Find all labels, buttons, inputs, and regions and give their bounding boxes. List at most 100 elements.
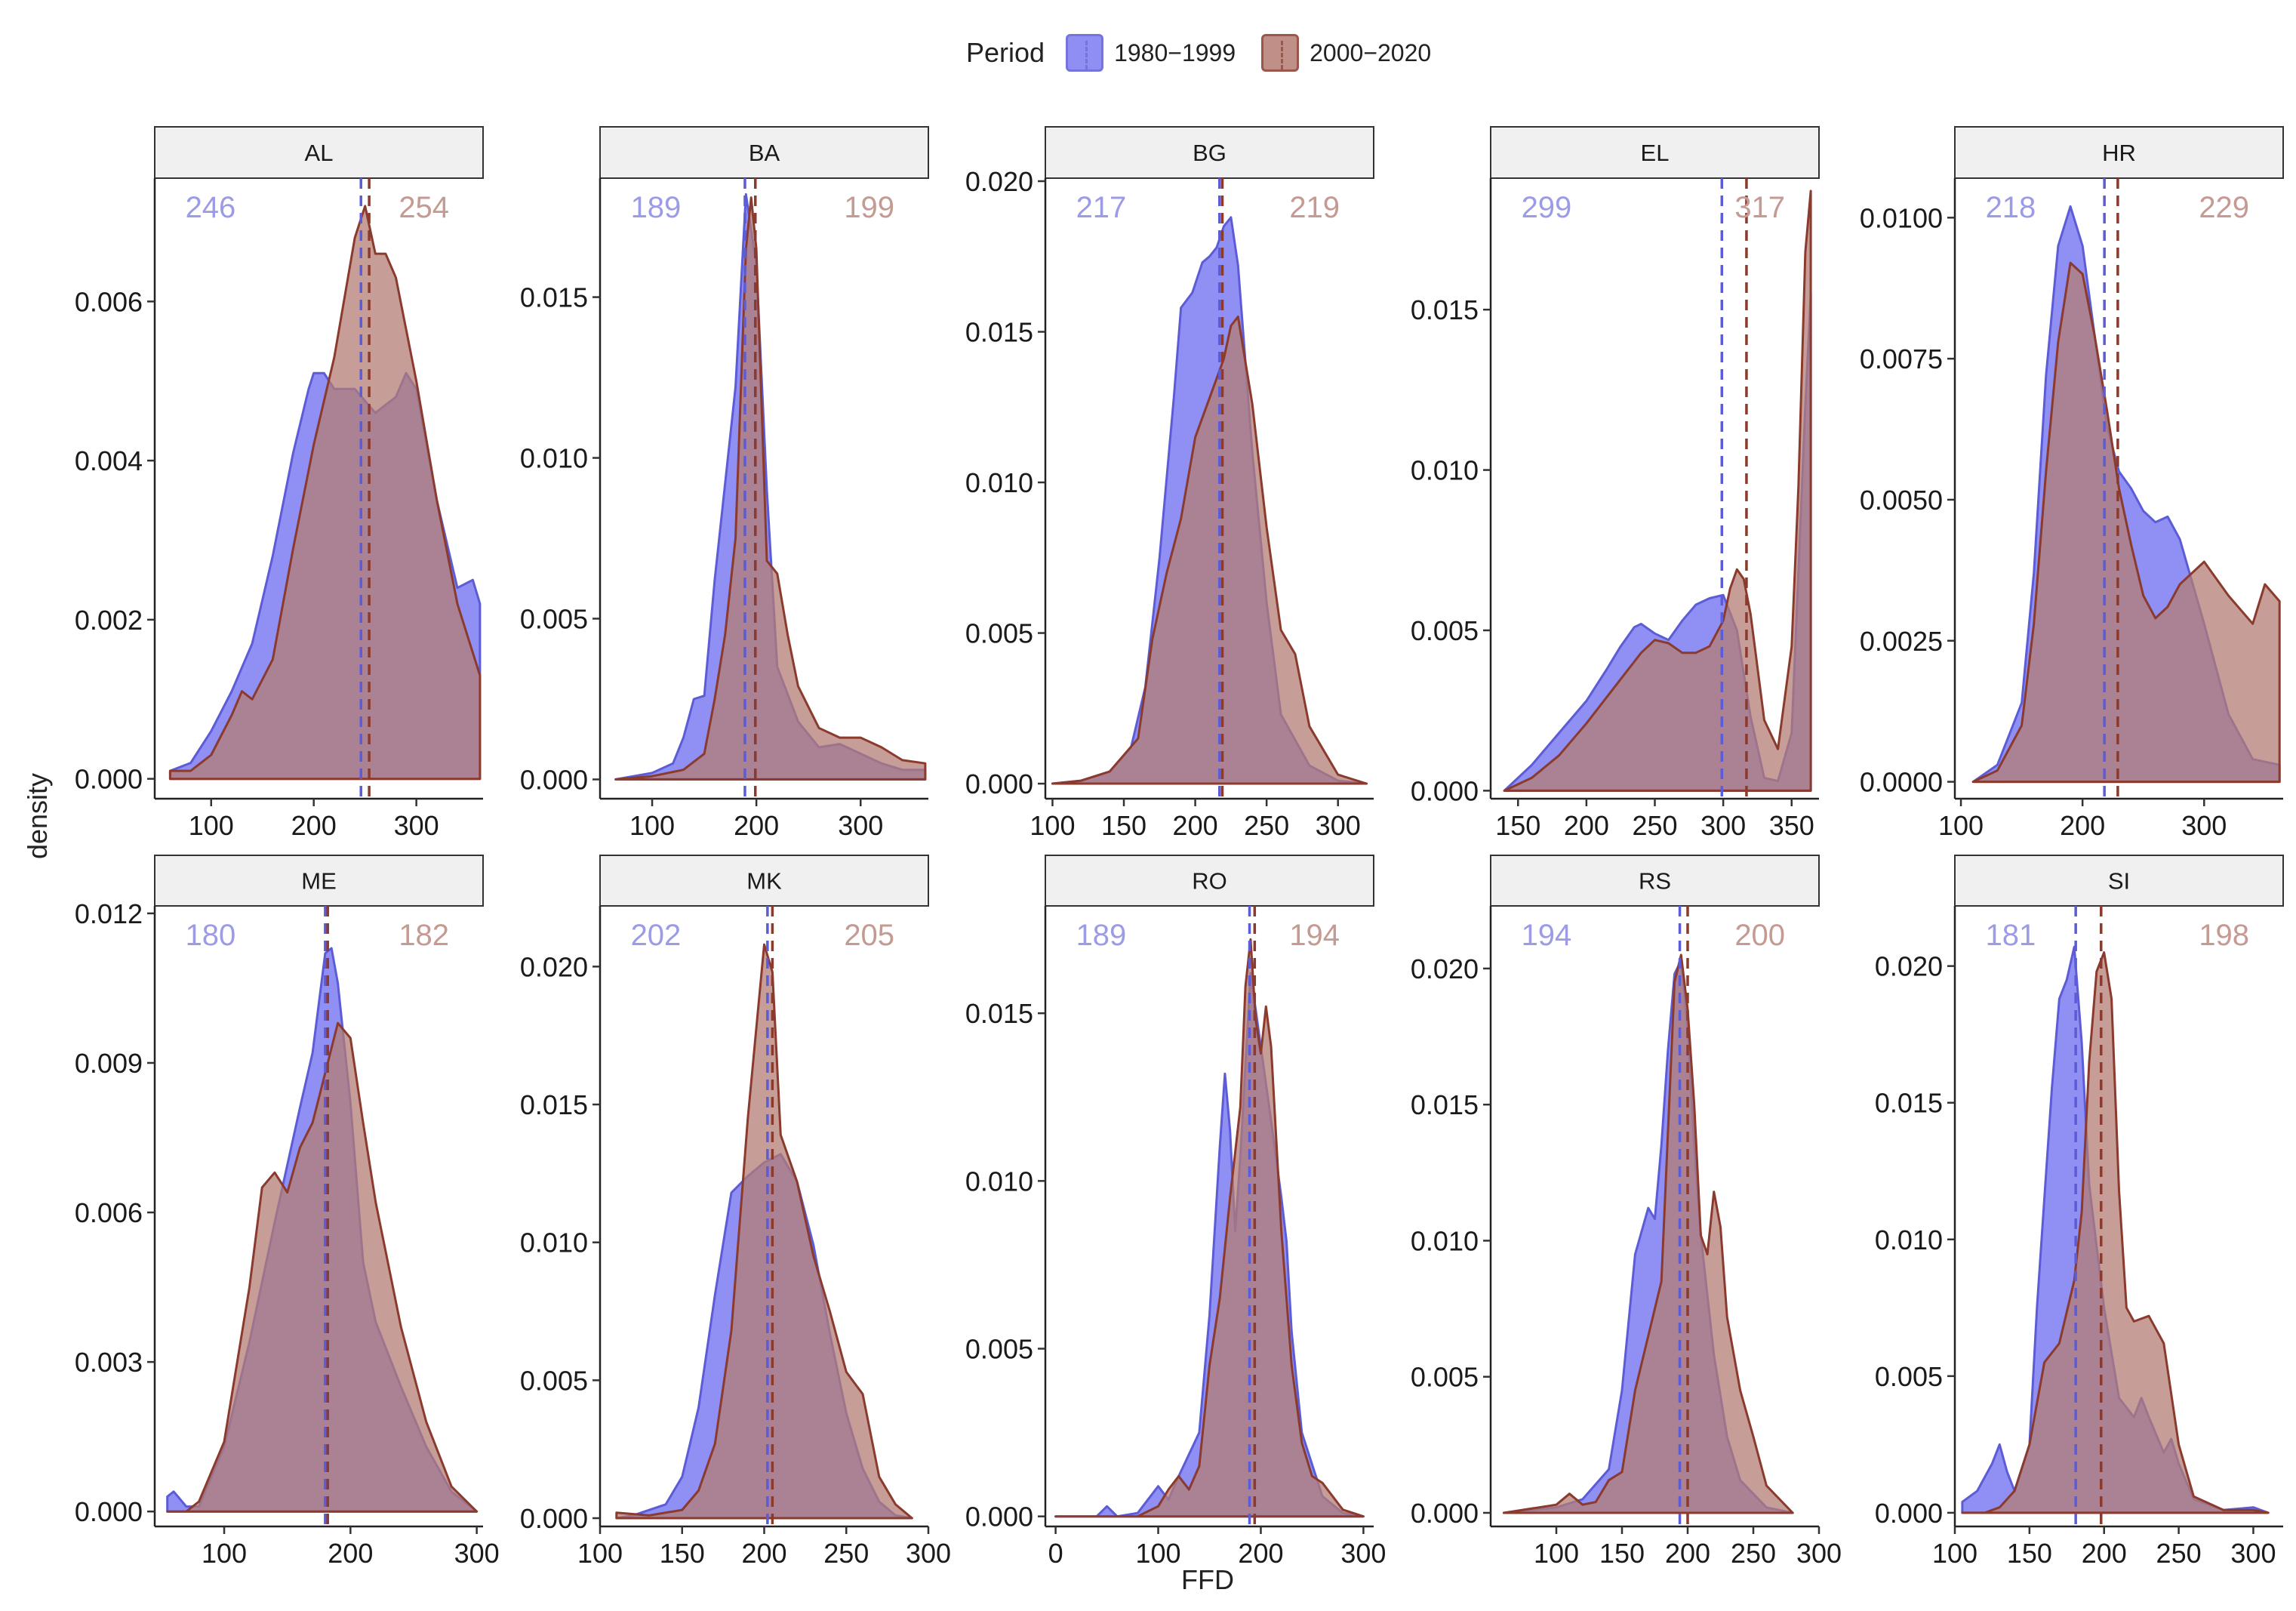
x-tick-label-mk: 250 (823, 1538, 869, 1569)
mean-label-bg-1: 217 (1076, 191, 1127, 224)
x-tick-label-ba: 200 (734, 810, 779, 841)
density-si-series-2 (1961, 951, 2270, 1514)
y-tick-label-rs: 0.015 (1411, 1089, 1479, 1120)
y-tick-label-si: 0.000 (1875, 1498, 1943, 1529)
y-tick-label-me: 0.012 (75, 898, 143, 929)
y-tick-label-hr: 0.0075 (1860, 343, 1943, 374)
density-bg-series-2 (1051, 316, 1368, 785)
strip-label-ro: RO (1192, 868, 1227, 895)
strip-label-rs: RS (1639, 868, 1671, 895)
legend-title: Period (966, 37, 1045, 68)
y-tick-label-ba: 0.015 (520, 282, 588, 313)
y-tick-label-hr: 0.0050 (1860, 485, 1943, 516)
x-tick-label-hr: 200 (2060, 810, 2105, 841)
strip-label-me: ME (301, 868, 337, 895)
y-tick-label-bg: 0.020 (965, 166, 1033, 197)
x-tick-label-rs: 150 (1599, 1538, 1645, 1569)
strip-si (1954, 855, 2284, 907)
y-tick-label-mk: 0.015 (520, 1089, 588, 1120)
y-tick-label-si: 0.020 (1875, 951, 1943, 982)
mean-label-me-1: 180 (186, 919, 236, 952)
mean-label-mk-1: 202 (631, 919, 682, 952)
legend: Period 1980−1999 2000−2020 (966, 30, 1446, 75)
x-tick-label-el: 150 (1495, 810, 1540, 841)
x-tick-label-si: 300 (2230, 1538, 2276, 1569)
x-tick-label-ro: 200 (1238, 1538, 1283, 1569)
legend-label-1980-1999: 1980−1999 (1114, 39, 1236, 66)
y-tick-label-ro: 0.010 (965, 1166, 1033, 1197)
strip-label-hr: HR (2102, 140, 2136, 166)
legend-key-1980-1999 (1066, 34, 1104, 72)
y-tick-label-el: 0.000 (1411, 775, 1479, 806)
strip-label-mk: MK (746, 868, 782, 895)
y-tick-label-mk: 0.010 (520, 1228, 588, 1258)
y-tick-label-ba: 0.000 (520, 764, 588, 795)
x-tick-label-bg: 100 (1030, 810, 1075, 841)
y-tick-label-hr: 0.0100 (1860, 202, 1943, 233)
y-tick-label-ro: 0.015 (965, 998, 1033, 1029)
mean-label-si-2: 198 (2199, 919, 2249, 952)
mean-label-bg-2: 219 (1289, 191, 1340, 224)
x-tick-label-bg: 200 (1173, 810, 1218, 841)
y-tick-label-ro: 0.005 (965, 1334, 1033, 1365)
density-mk-series-2 (615, 943, 913, 1520)
panel-rs: RS 194 200 0.000 0.005 0.010 0.015 0.020 100 150 2… (1411, 855, 1842, 1569)
strip-al (154, 126, 484, 179)
y-tick-label-rs: 0.005 (1411, 1362, 1479, 1393)
y-tick-label-al: 0.004 (75, 445, 143, 476)
mean-label-hr-1: 218 (1986, 191, 2036, 224)
panel-el: EL 299 317 0.000 0.005 0.010 0.015 150 200 250 300… (1411, 126, 1820, 841)
density-el-series-2 (1503, 189, 1812, 792)
strip-rs (1490, 855, 1820, 907)
panel-bg: BG 217 219 0.000 0.005 0.010 0.015 0.020 100 150 2… (965, 126, 1374, 841)
mean-label-ro-2: 194 (1289, 919, 1340, 952)
x-tick-label-el: 200 (1564, 810, 1609, 841)
x-tick-label-el: 300 (1700, 810, 1746, 841)
y-tick-label-bg: 0.000 (965, 769, 1033, 799)
mean-label-mk-2: 205 (844, 919, 894, 952)
strip-label-si: SI (2108, 868, 2130, 895)
mean-label-rs-1: 194 (1522, 919, 1572, 952)
x-tick-label-bg: 300 (1316, 810, 1361, 841)
x-tick-label-mk: 200 (741, 1538, 786, 1569)
x-tick-label-bg: 250 (1244, 810, 1289, 841)
y-tick-label-hr: 0.0000 (1860, 767, 1943, 798)
y-axis-title: density (22, 772, 53, 860)
x-tick-label-ro: 0 (1048, 1538, 1063, 1569)
mean-label-ro-1: 189 (1076, 919, 1127, 952)
density-hr-series-2 (1971, 261, 2281, 784)
x-tick-label-ro: 100 (1135, 1538, 1180, 1569)
panel-si: SI 181 198 0.000 0.005 0.010 0.015 0.020 100 150 2… (1875, 855, 2284, 1569)
strip-label-el: EL (1641, 140, 1670, 166)
mean-label-me-2: 182 (399, 919, 449, 952)
legend-key-2000-2020 (1261, 34, 1300, 72)
y-tick-label-mk: 0.020 (520, 951, 588, 982)
x-tick-label-mk: 100 (577, 1538, 623, 1569)
panel-al: AL 246 254 0.000 0.002 0.004 0.006 100 200 300 (75, 126, 484, 841)
mean-label-el-1: 299 (1522, 191, 1572, 224)
panel-mk: MK 202 205 0.000 0.005 0.010 0.015 0.020 100 150 2… (520, 855, 951, 1569)
y-tick-label-el: 0.015 (1411, 294, 1479, 325)
x-tick-label-hr: 100 (1938, 810, 1984, 841)
x-tick-label-bg: 150 (1101, 810, 1146, 841)
x-tick-label-mk: 300 (906, 1538, 951, 1569)
x-tick-label-al: 100 (189, 810, 234, 841)
x-tick-label-ro: 300 (1340, 1538, 1386, 1569)
y-tick-label-me: 0.009 (75, 1048, 143, 1079)
y-tick-label-bg: 0.010 (965, 467, 1033, 498)
x-tick-label-al: 200 (291, 810, 337, 841)
x-tick-label-me: 100 (202, 1538, 247, 1569)
y-tick-label-rs: 0.020 (1411, 953, 1479, 984)
strip-label-ba: BA (749, 140, 780, 166)
density-rs-series-2 (1502, 953, 1794, 1514)
density-ba-series-2 (614, 196, 927, 781)
x-tick-label-ba: 300 (838, 810, 883, 841)
mean-label-al-2: 254 (399, 191, 449, 224)
x-tick-label-me: 200 (328, 1538, 373, 1569)
strip-el (1490, 126, 1820, 179)
x-tick-label-rs: 250 (1731, 1538, 1776, 1569)
strip-ba (599, 126, 929, 179)
mean-label-al-1: 246 (186, 191, 236, 224)
y-tick-label-mk: 0.005 (520, 1365, 588, 1396)
